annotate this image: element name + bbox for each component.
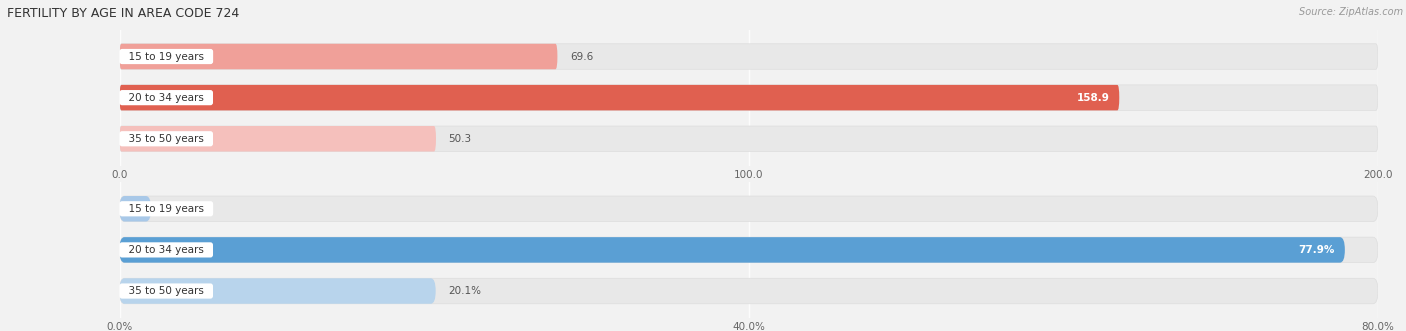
FancyBboxPatch shape [120,44,1378,69]
Text: 50.3: 50.3 [449,134,471,144]
FancyBboxPatch shape [120,196,150,221]
Text: 77.9%: 77.9% [1298,245,1334,255]
FancyBboxPatch shape [120,85,1378,111]
FancyBboxPatch shape [120,85,1119,111]
FancyBboxPatch shape [120,126,1378,152]
Text: Source: ZipAtlas.com: Source: ZipAtlas.com [1299,7,1403,17]
FancyBboxPatch shape [120,196,1378,221]
Text: 15 to 19 years: 15 to 19 years [122,204,211,214]
Text: 69.6: 69.6 [569,52,593,62]
Text: 35 to 50 years: 35 to 50 years [122,286,211,296]
Text: 2.0%: 2.0% [163,204,190,214]
Text: 35 to 50 years: 35 to 50 years [122,134,211,144]
Text: 20 to 34 years: 20 to 34 years [122,245,211,255]
Text: 20.1%: 20.1% [449,286,481,296]
FancyBboxPatch shape [120,237,1346,263]
FancyBboxPatch shape [120,278,436,304]
Text: 20 to 34 years: 20 to 34 years [122,93,211,103]
FancyBboxPatch shape [120,278,1378,304]
FancyBboxPatch shape [120,44,557,69]
Text: 158.9: 158.9 [1077,93,1109,103]
Text: FERTILITY BY AGE IN AREA CODE 724: FERTILITY BY AGE IN AREA CODE 724 [7,7,239,20]
Text: 15 to 19 years: 15 to 19 years [122,52,211,62]
FancyBboxPatch shape [120,126,436,152]
FancyBboxPatch shape [120,237,1378,263]
